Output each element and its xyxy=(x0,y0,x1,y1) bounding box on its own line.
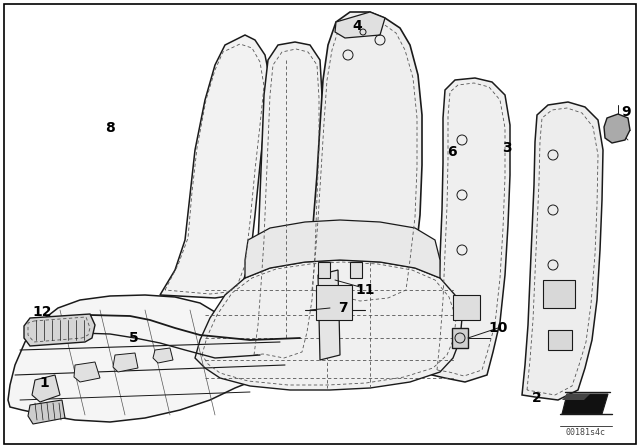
Text: 4: 4 xyxy=(352,19,362,33)
Text: 10: 10 xyxy=(488,321,508,335)
Text: 11: 11 xyxy=(355,283,375,297)
Polygon shape xyxy=(335,12,385,38)
Text: 9: 9 xyxy=(621,105,631,119)
Polygon shape xyxy=(307,12,422,308)
Polygon shape xyxy=(432,78,510,382)
Text: 3: 3 xyxy=(502,141,512,155)
Text: 5: 5 xyxy=(129,331,139,345)
Polygon shape xyxy=(318,270,340,360)
Text: 2: 2 xyxy=(532,391,542,405)
Text: 6: 6 xyxy=(447,145,457,159)
Polygon shape xyxy=(153,348,173,363)
Polygon shape xyxy=(316,285,352,320)
Text: 7: 7 xyxy=(338,301,348,315)
Polygon shape xyxy=(113,353,138,372)
Polygon shape xyxy=(562,394,608,414)
Polygon shape xyxy=(543,280,575,308)
Polygon shape xyxy=(32,375,60,402)
Text: 8: 8 xyxy=(105,121,115,135)
Polygon shape xyxy=(28,400,65,424)
Polygon shape xyxy=(350,262,362,278)
Polygon shape xyxy=(160,35,270,298)
Polygon shape xyxy=(24,314,95,346)
Text: 00181s4c: 00181s4c xyxy=(565,427,605,436)
Polygon shape xyxy=(245,220,440,278)
Polygon shape xyxy=(74,362,100,382)
Polygon shape xyxy=(522,102,603,400)
Polygon shape xyxy=(195,260,462,390)
Text: 1: 1 xyxy=(39,376,49,390)
Polygon shape xyxy=(562,394,590,400)
Polygon shape xyxy=(248,42,322,365)
Polygon shape xyxy=(453,295,480,320)
Polygon shape xyxy=(452,328,468,348)
Text: 12: 12 xyxy=(32,305,52,319)
Polygon shape xyxy=(548,330,572,350)
Polygon shape xyxy=(8,295,310,422)
Polygon shape xyxy=(604,114,630,143)
Polygon shape xyxy=(318,262,330,278)
